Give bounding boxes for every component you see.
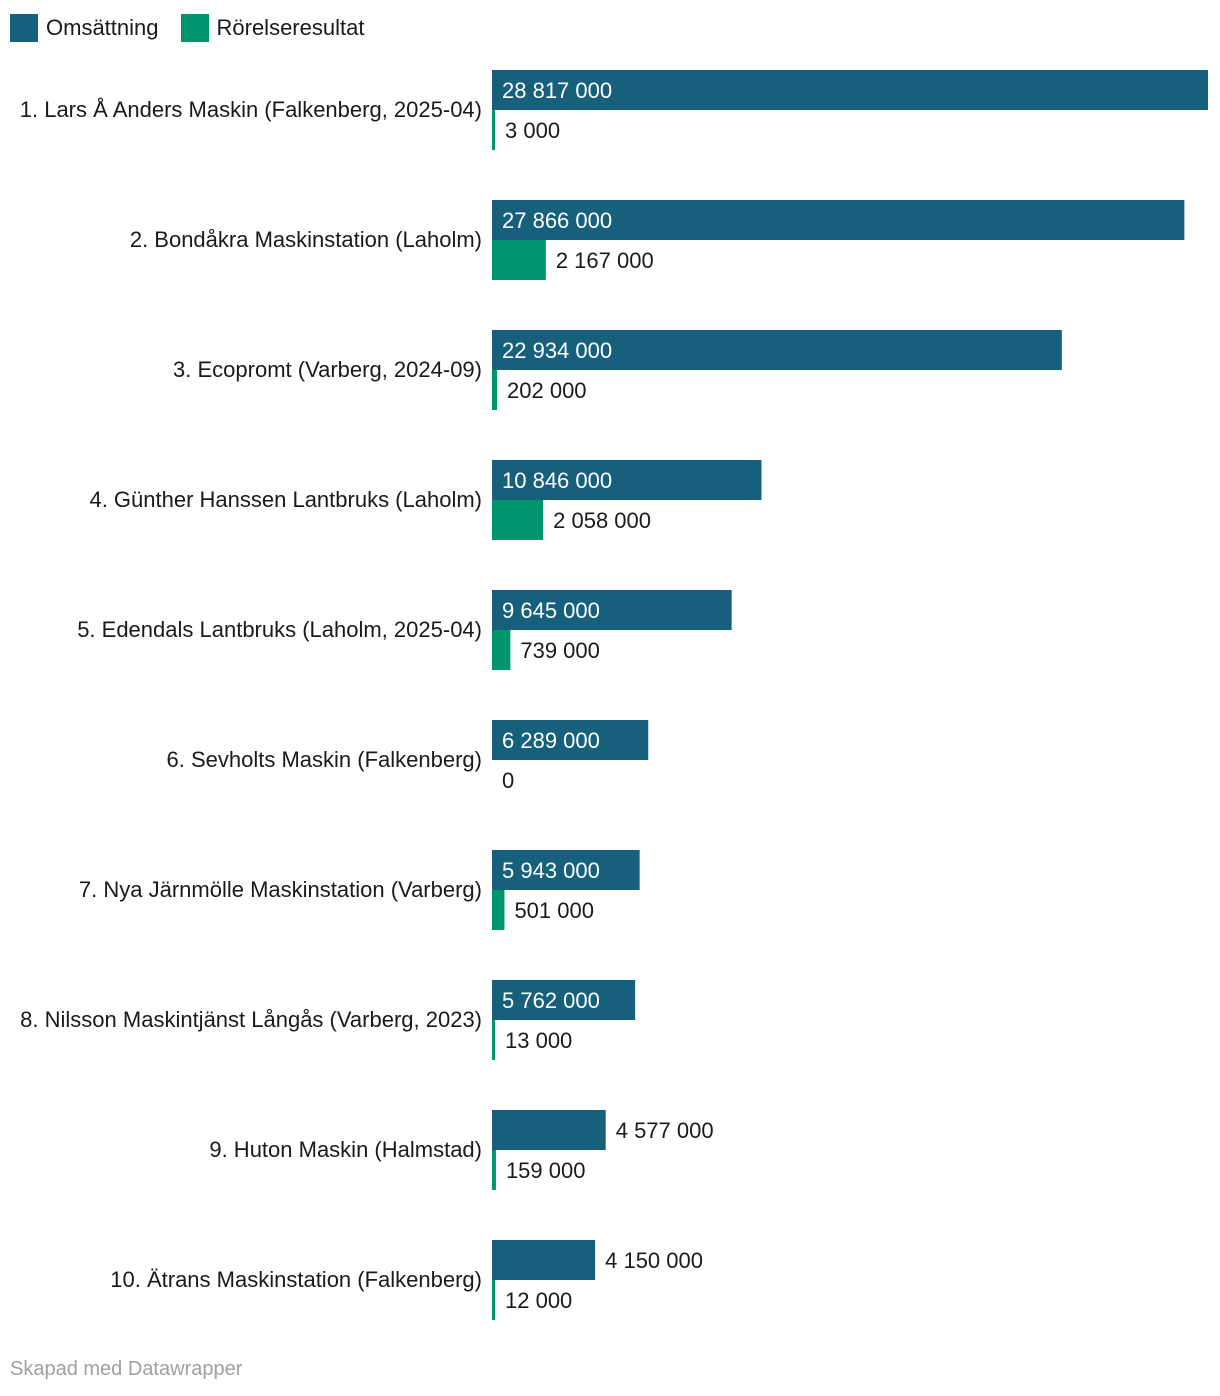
value-label-operating-result: 0 [502, 768, 514, 793]
value-label-revenue: 5 762 000 [502, 988, 600, 1013]
bar-revenue [492, 720, 649, 760]
value-label-operating-result: 3 000 [505, 118, 560, 143]
category-label: 7. Nya Järnmölle Maskinstation (Varberg) [78, 877, 482, 902]
bar-operating-result [492, 890, 505, 930]
bar-operating-result [492, 1020, 495, 1060]
bar-revenue [492, 460, 762, 500]
legend-label-revenue: Omsättning [46, 15, 159, 40]
value-label-revenue: 10 846 000 [502, 468, 612, 493]
value-label-operating-result: 2 058 000 [553, 508, 651, 533]
value-label-revenue: 4 150 000 [605, 1248, 703, 1273]
category-label: 1. Lars Å Anders Maskin (Falkenberg, 202… [19, 97, 482, 122]
legend-swatch-operating-result [180, 14, 209, 42]
bar-revenue [492, 850, 640, 890]
bar-revenue [492, 980, 636, 1020]
category-label: 2. Bondåkra Maskinstation (Laholm) [129, 227, 482, 252]
category-label: 8. Nilsson Maskintjänst Långås (Varberg,… [20, 1007, 482, 1032]
category-label: 3. Ecopromt (Varberg, 2024-09) [173, 357, 482, 382]
category-label: 4. Günther Hanssen Lantbruks (Laholm) [89, 487, 482, 512]
bar-operating-result [492, 630, 511, 670]
bar-revenue [492, 200, 1185, 240]
bar-revenue [492, 1240, 596, 1280]
bar-revenue [492, 590, 732, 630]
value-label-revenue: 9 645 000 [502, 598, 600, 623]
value-label-revenue: 22 934 000 [502, 338, 612, 363]
category-label: 9. Huton Maskin (Halmstad) [209, 1137, 482, 1162]
value-label-operating-result: 13 000 [505, 1028, 572, 1053]
bar-operating-result [492, 110, 495, 150]
value-label-operating-result: 2 167 000 [556, 248, 654, 273]
bar-operating-result [492, 1280, 495, 1320]
footer-credit: Skapad med Datawrapper [10, 1358, 243, 1380]
category-label: 10. Ätrans Maskinstation (Falkenberg) [110, 1267, 482, 1292]
category-label: 5. Edendals Lantbruks (Laholm, 2025-04) [77, 617, 482, 642]
value-label-revenue: 5 943 000 [502, 858, 600, 883]
bar-operating-result [492, 1150, 496, 1190]
bar-revenue [492, 330, 1062, 370]
value-label-revenue: 27 866 000 [502, 208, 612, 233]
bar-revenue [492, 70, 1208, 110]
legend-swatch-revenue [10, 14, 38, 42]
legend-label-operating-result: Rörelseresultat [216, 15, 365, 40]
value-label-revenue: 4 577 000 [616, 1118, 714, 1143]
value-label-revenue: 6 289 000 [502, 728, 600, 753]
value-label-operating-result: 202 000 [507, 378, 587, 403]
value-label-operating-result: 12 000 [505, 1288, 572, 1313]
bar-operating-result [492, 500, 544, 540]
value-label-revenue: 28 817 000 [502, 78, 612, 103]
legend-item-revenue: Omsättning [10, 14, 159, 42]
bar-revenue [492, 1110, 606, 1150]
value-label-operating-result: 159 000 [506, 1158, 586, 1183]
value-label-operating-result: 501 000 [514, 898, 594, 923]
value-label-operating-result: 739 000 [520, 638, 600, 663]
legend-item-operating-result: Rörelseresultat [180, 14, 365, 42]
bar-operating-result [492, 240, 546, 280]
legend: Omsättning Rörelseresultat [10, 14, 386, 42]
bar-operating-result [492, 370, 498, 410]
category-label: 6. Sevholts Maskin (Falkenberg) [166, 747, 482, 772]
